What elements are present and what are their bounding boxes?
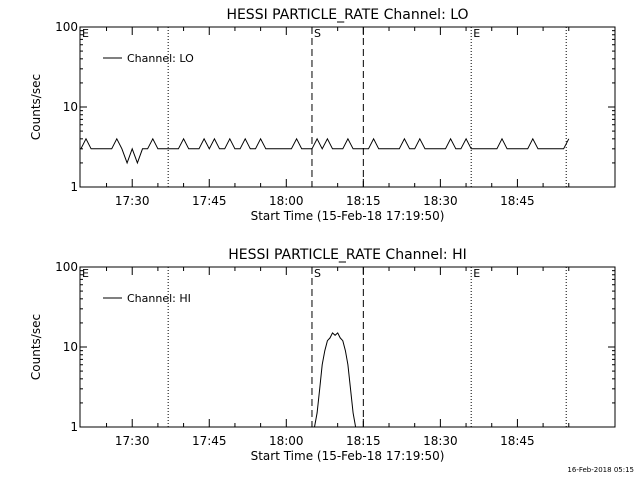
x-tick-label: 17:45 <box>192 434 227 448</box>
x-tick-label: 18:45 <box>500 194 535 208</box>
x-tick-label: 17:30 <box>115 434 150 448</box>
x-axis-label: Start Time (15-Feb-18 17:19:50) <box>251 449 445 463</box>
footer-timestamp: 16-Feb-2018 05:15 <box>567 466 634 474</box>
series-line <box>80 137 570 165</box>
y-axis-label: Counts/sec <box>29 314 43 380</box>
x-tick-label: 18:30 <box>423 194 458 208</box>
y-tick-label: 1 <box>70 420 78 434</box>
chart-title: HESSI PARTICLE_RATE Channel: LO <box>226 7 468 23</box>
x-tick-label: 18:15 <box>346 194 381 208</box>
event-marker-label: S <box>314 267 321 280</box>
y-tick-label: 1 <box>70 180 78 194</box>
x-tick-label: 18:00 <box>269 194 304 208</box>
plot-frame <box>79 26 616 188</box>
event-marker-label: E <box>82 27 89 40</box>
event-marker-label: E <box>82 267 89 280</box>
legend-label: Channel: HI <box>127 292 191 305</box>
x-tick-label: 18:30 <box>423 434 458 448</box>
event-marker-label: E <box>473 267 480 280</box>
plot-frame <box>79 266 616 428</box>
y-tick-label: 100 <box>55 260 78 274</box>
y-tick-label: 10 <box>63 100 78 114</box>
x-tick-label: 18:00 <box>269 434 304 448</box>
y-tick-label: 10 <box>63 340 78 354</box>
x-tick-label: 18:45 <box>500 434 535 448</box>
chart-title: HESSI PARTICLE_RATE Channel: HI <box>228 247 466 263</box>
series-line <box>314 332 357 428</box>
x-axis-label: Start Time (15-Feb-18 17:19:50) <box>251 209 445 223</box>
y-tick-label: 100 <box>55 20 78 34</box>
event-marker-label: S <box>314 27 321 40</box>
x-tick-label: 17:45 <box>192 194 227 208</box>
event-marker-label: E <box>473 27 480 40</box>
x-tick-label: 17:30 <box>115 194 150 208</box>
y-axis-label: Counts/sec <box>29 74 43 140</box>
x-tick-label: 18:15 <box>346 434 381 448</box>
legend-label: Channel: LO <box>127 52 194 65</box>
